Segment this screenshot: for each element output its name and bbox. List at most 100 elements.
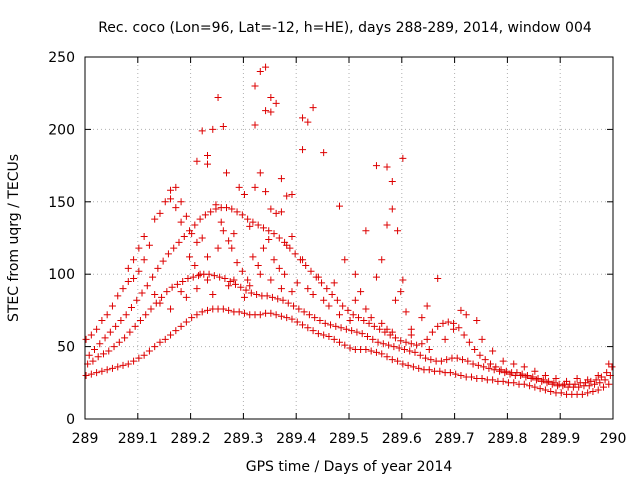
data-point	[594, 386, 602, 394]
data-point	[304, 118, 312, 126]
data-point	[246, 282, 254, 290]
x-tick-label: 289.8	[487, 431, 527, 447]
data-point	[446, 369, 454, 377]
data-point	[238, 267, 246, 275]
data-point	[453, 354, 461, 362]
data-point	[288, 233, 296, 241]
data-point	[464, 357, 472, 365]
data-point	[288, 315, 296, 323]
data-point	[119, 285, 127, 293]
data-point	[388, 178, 396, 186]
data-point	[346, 344, 354, 352]
data-point	[434, 275, 442, 283]
data-point	[399, 276, 407, 284]
data-point	[217, 218, 225, 226]
data-point	[489, 347, 497, 355]
data-point	[267, 276, 275, 284]
data-point	[492, 363, 500, 371]
data-point	[302, 262, 310, 270]
data-point	[548, 380, 556, 388]
data-point	[105, 347, 113, 355]
data-point	[288, 191, 296, 199]
data-point	[188, 314, 196, 322]
data-point	[175, 238, 183, 246]
data-point	[402, 308, 410, 316]
data-point	[277, 312, 285, 320]
data-point	[268, 293, 276, 301]
data-point	[263, 292, 271, 300]
data-point	[149, 273, 157, 281]
data-point	[172, 204, 180, 212]
data-point	[274, 295, 282, 303]
data-point	[605, 360, 613, 368]
data-points	[82, 63, 616, 398]
data-point	[307, 267, 315, 275]
data-point	[423, 302, 431, 310]
data-point	[82, 335, 90, 343]
data-point	[335, 338, 343, 346]
data-point	[395, 344, 403, 352]
data-point	[390, 343, 398, 351]
data-point	[225, 237, 233, 245]
data-point	[418, 314, 426, 322]
data-point	[209, 125, 217, 133]
data-point	[330, 335, 338, 343]
data-point	[249, 218, 257, 226]
data-point	[103, 366, 111, 374]
data-point	[82, 372, 90, 380]
data-point	[188, 230, 196, 238]
data-point	[407, 340, 415, 348]
data-point	[517, 372, 525, 380]
data-point	[383, 221, 391, 229]
data-point	[370, 322, 378, 330]
data-point	[478, 374, 486, 382]
data-point	[198, 127, 206, 135]
data-point	[571, 380, 579, 388]
data-point	[300, 308, 308, 316]
data-point	[198, 308, 206, 316]
x-tick-label: 289.1	[118, 431, 158, 447]
data-point	[550, 379, 558, 387]
data-point	[272, 311, 280, 319]
data-point	[277, 285, 285, 293]
data-point	[101, 334, 109, 342]
y-tick-label: 250	[48, 50, 75, 66]
data-point	[167, 195, 175, 203]
data-point	[337, 324, 345, 332]
x-tick-label: 289.5	[329, 431, 369, 447]
data-point	[140, 351, 148, 359]
data-point	[422, 354, 430, 362]
data-point	[193, 157, 201, 165]
data-point	[309, 104, 317, 112]
data-point	[237, 283, 245, 291]
x-tick-label: 290	[600, 431, 627, 447]
data-point	[328, 290, 336, 298]
data-point	[158, 293, 166, 301]
data-point	[182, 293, 190, 301]
data-point	[372, 162, 380, 170]
data-point	[487, 360, 495, 368]
data-point	[459, 356, 467, 364]
data-point	[130, 275, 138, 283]
data-point	[478, 335, 486, 343]
data-point	[259, 224, 267, 232]
y-tick-label: 100	[48, 267, 75, 283]
data-point	[592, 376, 600, 384]
data-point	[142, 311, 150, 319]
data-point	[365, 319, 373, 327]
data-point	[510, 379, 518, 387]
data-point	[191, 262, 199, 270]
data-point	[135, 244, 143, 252]
data-point	[335, 202, 343, 210]
data-point	[305, 311, 313, 319]
y-tick-label: 0	[66, 412, 75, 428]
data-point	[391, 296, 399, 304]
data-point	[605, 380, 613, 388]
x-tick-label: 289.3	[223, 431, 263, 447]
data-point	[240, 293, 248, 301]
data-point	[418, 340, 426, 348]
data-point	[256, 311, 264, 319]
data-point	[228, 205, 236, 213]
data-point	[362, 345, 370, 353]
data-point	[163, 288, 171, 296]
